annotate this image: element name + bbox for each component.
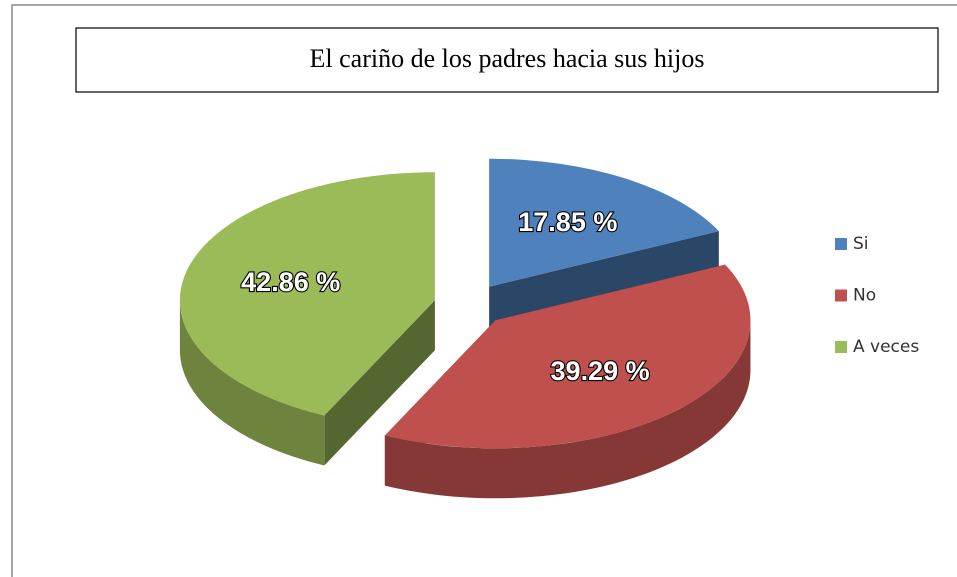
slice-side	[324, 300, 435, 466]
slice-wall	[384, 320, 751, 499]
slice	[489, 158, 719, 287]
slice	[179, 172, 435, 416]
data-label: 39.29 %	[551, 356, 650, 386]
slice	[384, 264, 751, 449]
legend-swatch	[835, 238, 847, 250]
slice	[179, 172, 435, 466]
slice-wall	[179, 300, 325, 466]
title-box	[75, 27, 939, 93]
legend-swatch	[835, 289, 847, 302]
legend-label: No	[853, 286, 876, 306]
slice	[384, 264, 751, 499]
data-label: 42.86 %	[241, 267, 340, 297]
chart-frame	[11, 4, 957, 577]
data-label: 17.85 %	[518, 207, 617, 237]
legend-swatch	[835, 341, 847, 353]
legend-label: A veces	[853, 337, 919, 357]
legend-label: Si	[853, 234, 869, 254]
chart-title: El cariño de los padres hacia sus hijos	[310, 44, 705, 73]
